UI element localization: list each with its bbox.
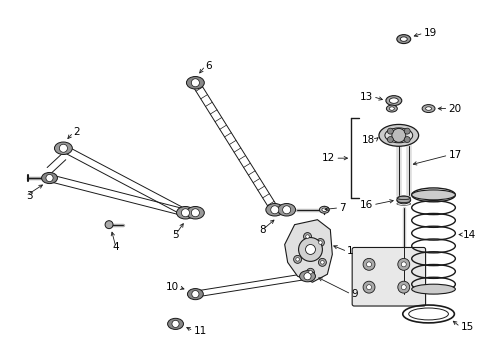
Text: 15: 15 [459,322,472,332]
Ellipse shape [384,128,412,143]
Circle shape [316,239,324,247]
Text: 4: 4 [112,243,119,252]
Ellipse shape [299,271,315,282]
Circle shape [293,255,301,264]
Text: 2: 2 [73,127,80,138]
Circle shape [191,291,199,298]
Circle shape [270,206,278,214]
Circle shape [305,244,315,255]
Ellipse shape [186,77,204,89]
Circle shape [386,128,392,134]
Ellipse shape [388,107,393,110]
Text: 17: 17 [447,150,461,160]
Circle shape [105,221,113,229]
Text: 5: 5 [172,230,179,239]
Ellipse shape [396,196,410,204]
Circle shape [401,285,406,290]
Circle shape [304,273,310,280]
Text: 20: 20 [447,104,461,113]
Text: 6: 6 [205,61,211,71]
Ellipse shape [425,107,431,110]
Circle shape [303,233,311,240]
Text: 13: 13 [359,92,372,102]
Circle shape [320,261,324,264]
Ellipse shape [321,208,326,212]
Circle shape [282,206,290,214]
Circle shape [362,258,374,270]
Ellipse shape [41,172,57,184]
Ellipse shape [396,35,410,44]
Ellipse shape [386,105,396,112]
Text: 18: 18 [361,135,374,145]
Circle shape [191,79,199,87]
Ellipse shape [277,203,295,216]
Text: 16: 16 [359,200,372,210]
FancyBboxPatch shape [351,247,425,306]
Ellipse shape [319,206,328,213]
Circle shape [172,320,179,328]
Ellipse shape [385,96,401,105]
Circle shape [366,285,371,290]
Circle shape [366,262,371,267]
Text: 1: 1 [346,247,353,256]
Circle shape [404,128,409,134]
Circle shape [386,136,392,143]
Circle shape [318,241,322,244]
Text: 14: 14 [462,230,476,239]
Ellipse shape [400,37,407,41]
Ellipse shape [388,98,398,103]
Circle shape [181,209,189,217]
Text: 10: 10 [165,282,178,292]
Ellipse shape [176,207,194,219]
Circle shape [191,209,199,217]
Ellipse shape [54,142,72,154]
Circle shape [46,175,53,181]
Circle shape [397,281,409,293]
Circle shape [306,268,314,276]
Circle shape [59,144,67,152]
Circle shape [295,258,299,261]
Text: 19: 19 [423,28,436,38]
Text: 12: 12 [322,153,335,163]
Polygon shape [284,220,332,282]
Ellipse shape [265,203,283,216]
Ellipse shape [187,289,203,300]
Ellipse shape [411,284,454,294]
Ellipse shape [411,190,454,200]
Circle shape [404,136,409,143]
Circle shape [305,235,309,238]
Text: 11: 11 [193,326,206,336]
Text: 9: 9 [350,289,357,299]
Ellipse shape [167,318,183,329]
Ellipse shape [378,125,418,146]
Circle shape [362,281,374,293]
Text: 8: 8 [259,225,265,235]
Ellipse shape [186,207,204,219]
Circle shape [308,270,312,274]
Text: 7: 7 [339,203,345,213]
Text: 3: 3 [26,191,32,201]
Circle shape [318,258,325,266]
Circle shape [401,262,406,267]
Circle shape [298,238,322,261]
Circle shape [397,258,409,270]
Ellipse shape [421,105,434,113]
Circle shape [391,129,405,142]
